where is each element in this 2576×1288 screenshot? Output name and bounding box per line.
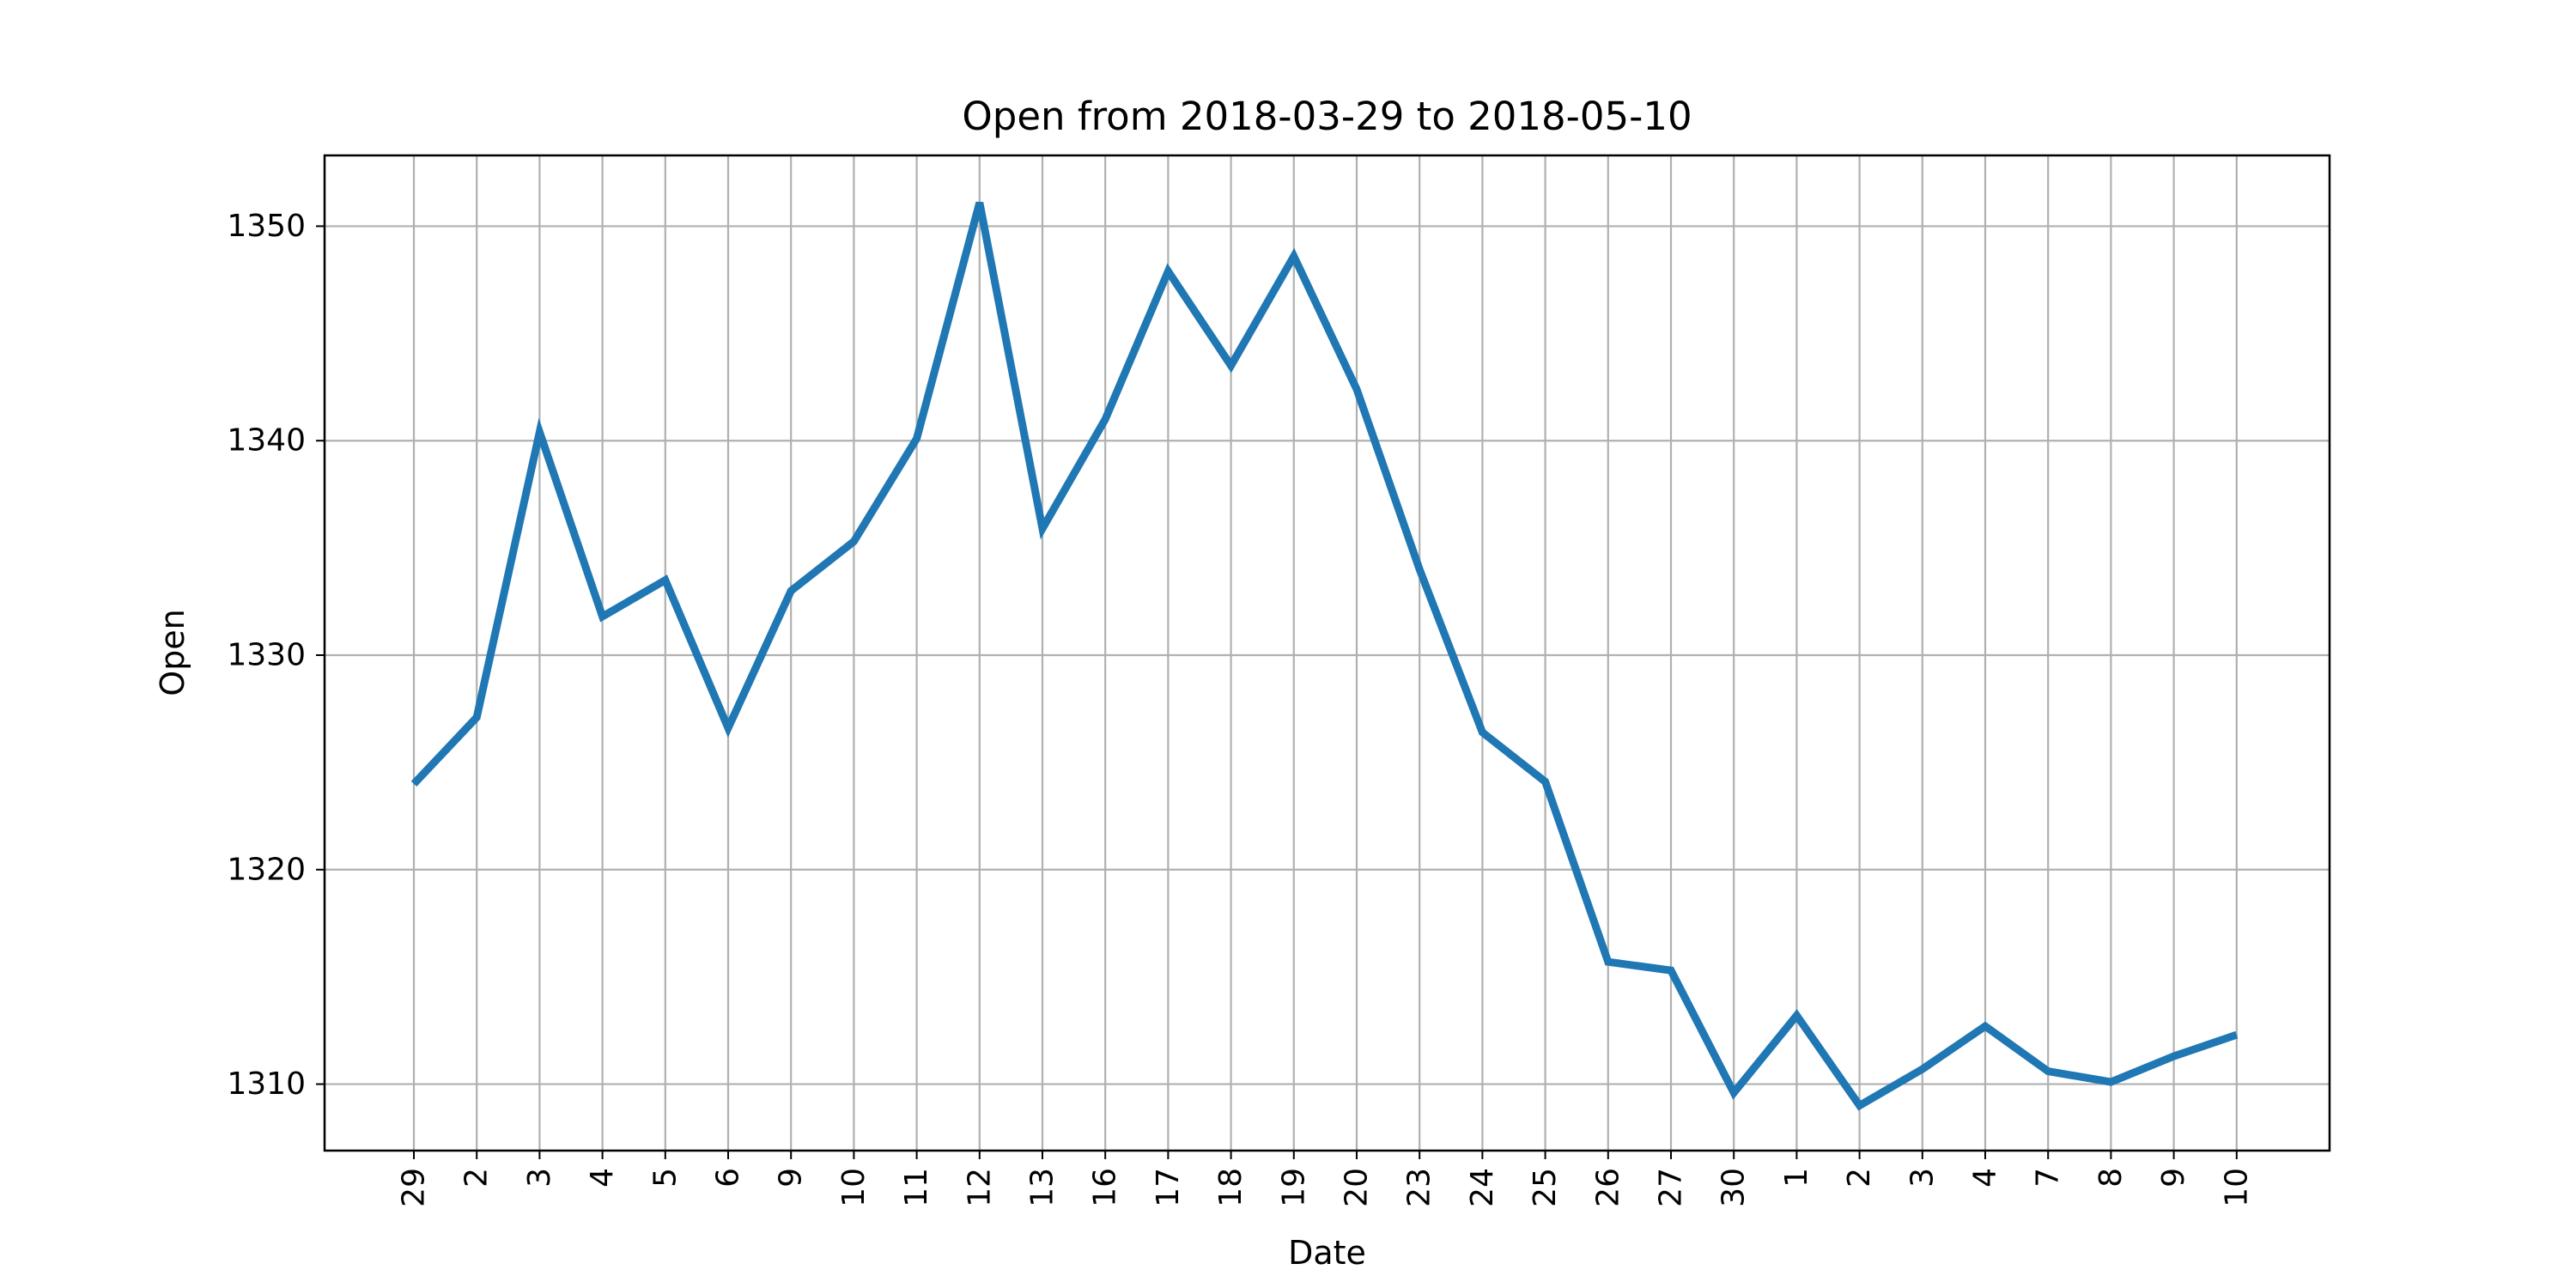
data-point <box>2173 1055 2175 1057</box>
y-tick-label: 1330 <box>227 637 306 672</box>
x-tick-label: 1 <box>1779 1168 1814 1188</box>
x-tick-label: 4 <box>585 1168 620 1188</box>
x-tick-label: 9 <box>2156 1168 2191 1188</box>
x-tick-label: 26 <box>1590 1168 1625 1207</box>
series-layer <box>410 201 2239 1111</box>
x-tick-label: 27 <box>1654 1168 1689 1207</box>
x-tick-label: 2 <box>459 1168 495 1188</box>
data-point <box>790 590 792 592</box>
y-tick-label: 1340 <box>227 423 306 459</box>
x-tick-label: 12 <box>962 1168 997 1207</box>
x-tick-label: 20 <box>1340 1168 1375 1207</box>
data-point <box>1733 1092 1735 1094</box>
x-tick-label: 19 <box>1276 1168 1311 1207</box>
x-tick-label: 4 <box>1968 1168 2003 1188</box>
x-tick-label: 10 <box>836 1168 872 1207</box>
y-axis-label: Open <box>154 609 191 696</box>
data-point <box>1293 255 1295 257</box>
x-tick-label: 5 <box>647 1168 683 1188</box>
x-tick-label: 13 <box>1025 1168 1060 1207</box>
x-tick-label: 30 <box>1716 1168 1752 1207</box>
data-point <box>1607 961 1609 963</box>
x-tick-label: 24 <box>1465 1168 1500 1207</box>
x-tick-label: 3 <box>1905 1168 1940 1188</box>
data-point <box>2047 1071 2049 1072</box>
x-tick-label: 6 <box>711 1168 746 1188</box>
x-axis-label: Date <box>1288 1234 1366 1272</box>
data-point <box>1042 528 1043 530</box>
x-tick-label: 7 <box>2031 1168 2066 1188</box>
chart-title: Open from 2018-03-29 to 2018-05-10 <box>962 94 1692 139</box>
y-tick-label: 1350 <box>227 209 306 244</box>
data-point <box>727 727 729 729</box>
x-tick-label: 16 <box>1088 1168 1123 1207</box>
x-tick-label: 10 <box>2219 1168 2254 1207</box>
data-point <box>1356 388 1358 390</box>
x-tick-label: 25 <box>1528 1168 1563 1207</box>
data-point <box>538 431 540 433</box>
data-point <box>2236 1034 2238 1036</box>
x-tick-label: 11 <box>899 1168 934 1207</box>
data-point <box>1419 568 1420 570</box>
x-tick-label: 3 <box>522 1168 557 1188</box>
x-tick-label: 2 <box>1842 1168 1877 1188</box>
x-tick-label: 8 <box>2093 1168 2129 1188</box>
data-point <box>1230 365 1232 367</box>
data-point <box>1104 418 1106 420</box>
data-point <box>1984 1025 1986 1027</box>
data-point <box>979 202 981 204</box>
data-point <box>1545 781 1546 782</box>
plot-frame <box>323 154 2331 1152</box>
ticks: 29 2 3 4 5 6 9 10 11 12 13 16 17 18 19 20 23 24 25 26 27 30 1 2… <box>227 209 2254 1207</box>
data-point <box>1859 1105 1861 1107</box>
y-tick-label: 1320 <box>227 852 306 887</box>
data-point <box>1167 270 1169 272</box>
grid <box>325 155 2330 1151</box>
x-tick-label: 23 <box>1402 1168 1437 1207</box>
data-point <box>1670 969 1672 971</box>
series-line <box>410 201 2239 1111</box>
data-point <box>916 438 918 440</box>
x-tick-label: 18 <box>1213 1168 1249 1207</box>
data-point <box>413 783 415 785</box>
x-tick-label: 17 <box>1151 1168 1186 1207</box>
y-tick-label: 1310 <box>227 1066 306 1102</box>
x-tick-label: 9 <box>774 1168 809 1188</box>
data-point <box>1922 1068 1923 1070</box>
data-point <box>1795 1015 1797 1017</box>
x-tick-label: 29 <box>397 1168 432 1207</box>
